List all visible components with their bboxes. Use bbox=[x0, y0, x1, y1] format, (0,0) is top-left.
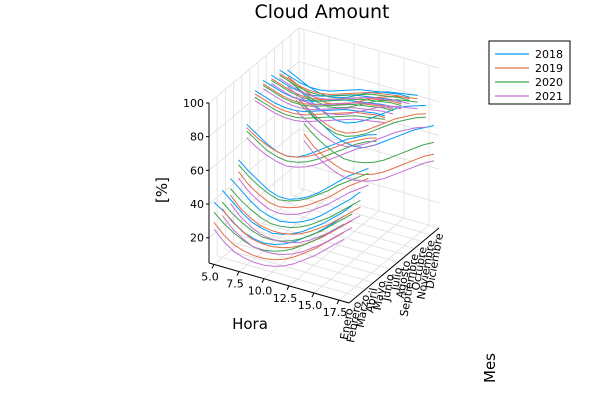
series-line-2018 bbox=[230, 178, 361, 223]
series-line-2020 bbox=[262, 84, 394, 112]
legend-label: 2019 bbox=[535, 62, 563, 75]
series-line-2019 bbox=[221, 208, 353, 249]
series-line-2021 bbox=[271, 83, 402, 110]
series-line-2020 bbox=[271, 79, 402, 107]
x-tick-label: 17.5 bbox=[323, 306, 348, 319]
series-line-2019 bbox=[254, 93, 386, 119]
x-tick-label: 10.0 bbox=[248, 285, 273, 298]
grid-line-x-floor bbox=[313, 217, 405, 294]
series-line-2019 bbox=[238, 171, 369, 209]
series-line-2019 bbox=[230, 194, 361, 235]
series-line-2019 bbox=[303, 133, 435, 176]
series-line-2021 bbox=[254, 100, 385, 124]
series-line-2021 bbox=[295, 110, 426, 147]
legend-box bbox=[488, 40, 571, 105]
chart-title: Cloud Amount bbox=[255, 1, 390, 23]
grid-line-z-back bbox=[298, 128, 440, 170]
series-line-2021 bbox=[238, 177, 369, 215]
grid-line-z-left bbox=[208, 162, 300, 239]
month-tick-label: Julio bbox=[388, 266, 405, 292]
series-line-2019 bbox=[246, 127, 377, 158]
grid-line-month-floor bbox=[225, 248, 366, 290]
grid-line-month-floor bbox=[217, 255, 358, 297]
month-tick-label: Abril bbox=[363, 287, 380, 314]
series-line-2018 bbox=[295, 86, 426, 124]
grid-line-z-left bbox=[208, 94, 300, 171]
series-line-2018 bbox=[246, 123, 377, 158]
grid-line-z-back bbox=[298, 94, 440, 136]
x-tick-label: 7.5 bbox=[226, 278, 244, 291]
grid-line-month-floor bbox=[298, 187, 440, 229]
series-line-2021 bbox=[279, 78, 410, 105]
axes bbox=[206, 102, 440, 305]
y-axis-label: Mes bbox=[481, 353, 499, 383]
series-line-2021 bbox=[221, 215, 353, 255]
z-tick-label: 40 bbox=[190, 198, 204, 211]
grid-line-month-floor bbox=[233, 242, 374, 284]
series-line-2020 bbox=[303, 123, 435, 164]
series-line-2021 bbox=[287, 86, 418, 116]
series-line-2020 bbox=[254, 96, 385, 120]
series-line-2020 bbox=[230, 188, 361, 228]
x-tick-mark bbox=[311, 292, 315, 298]
grid-line-month-floor bbox=[249, 228, 391, 270]
series-line-2018 bbox=[254, 90, 386, 117]
grid-line-month-floor bbox=[274, 207, 415, 249]
series-line-2018 bbox=[287, 69, 418, 99]
grid-line-z-left bbox=[208, 128, 300, 205]
z-tick-label: 80 bbox=[190, 131, 204, 144]
legend-label: 2021 bbox=[535, 90, 563, 103]
series-line-2020 bbox=[246, 130, 377, 163]
x-tick-mark bbox=[336, 299, 340, 305]
series-line-2018 bbox=[279, 69, 410, 98]
series-2020 bbox=[213, 74, 435, 252]
series-2021 bbox=[213, 78, 435, 267]
z-tick-label: 60 bbox=[190, 164, 204, 177]
grid-line-month-floor bbox=[257, 221, 399, 263]
grid-line-z-back bbox=[298, 27, 440, 69]
series-line-2020 bbox=[287, 79, 418, 109]
x-tick-label: 12.5 bbox=[273, 292, 298, 305]
x-tick-mark bbox=[211, 264, 215, 269]
series-line-2019 bbox=[279, 73, 410, 100]
x-axis-label: Hora bbox=[232, 315, 268, 333]
grid-line-month-floor bbox=[282, 201, 423, 243]
y-axis-line bbox=[348, 227, 440, 304]
grid-line-month-floor bbox=[241, 235, 382, 277]
z-tick-label: 20 bbox=[190, 232, 204, 245]
month-tick-label: Enero bbox=[338, 307, 356, 341]
month-tick-label: Mayo bbox=[371, 280, 389, 312]
series-line-2020 bbox=[279, 74, 410, 101]
series-line-2018 bbox=[238, 159, 369, 200]
z-tick-label: 100 bbox=[183, 97, 204, 110]
x-tick-mark bbox=[286, 285, 290, 291]
grid-line-z-back bbox=[298, 162, 440, 204]
grid-line-month-floor bbox=[290, 194, 431, 236]
x-tick-mark bbox=[261, 278, 265, 283]
series-line-2020 bbox=[238, 164, 369, 202]
series-line-2021 bbox=[230, 203, 361, 244]
month-tick-label: Junio bbox=[379, 273, 397, 303]
grid-line-z-left bbox=[208, 27, 300, 104]
grid-line-x-floor bbox=[288, 210, 380, 287]
series-line-2021 bbox=[303, 140, 435, 182]
series-line-2020 bbox=[213, 211, 345, 252]
series-line-2020 bbox=[221, 201, 353, 242]
x-tick-label: 15.0 bbox=[298, 299, 323, 312]
z-axis-label: [%] bbox=[153, 177, 171, 203]
x-axis-line bbox=[208, 262, 350, 304]
grid-line-x-floor bbox=[338, 224, 430, 301]
legend-label: 2020 bbox=[535, 76, 563, 89]
legend-label: 2018 bbox=[535, 48, 563, 61]
x-tick-label: 5.0 bbox=[201, 270, 219, 283]
x-tick-mark bbox=[236, 271, 240, 276]
plot-area bbox=[213, 69, 435, 267]
grid-line-z-left bbox=[208, 61, 300, 138]
series-line-2021 bbox=[213, 228, 345, 267]
month-tick-label: Marzo bbox=[354, 293, 373, 328]
series-line-2021 bbox=[246, 137, 377, 168]
series-line-2021 bbox=[262, 88, 394, 115]
